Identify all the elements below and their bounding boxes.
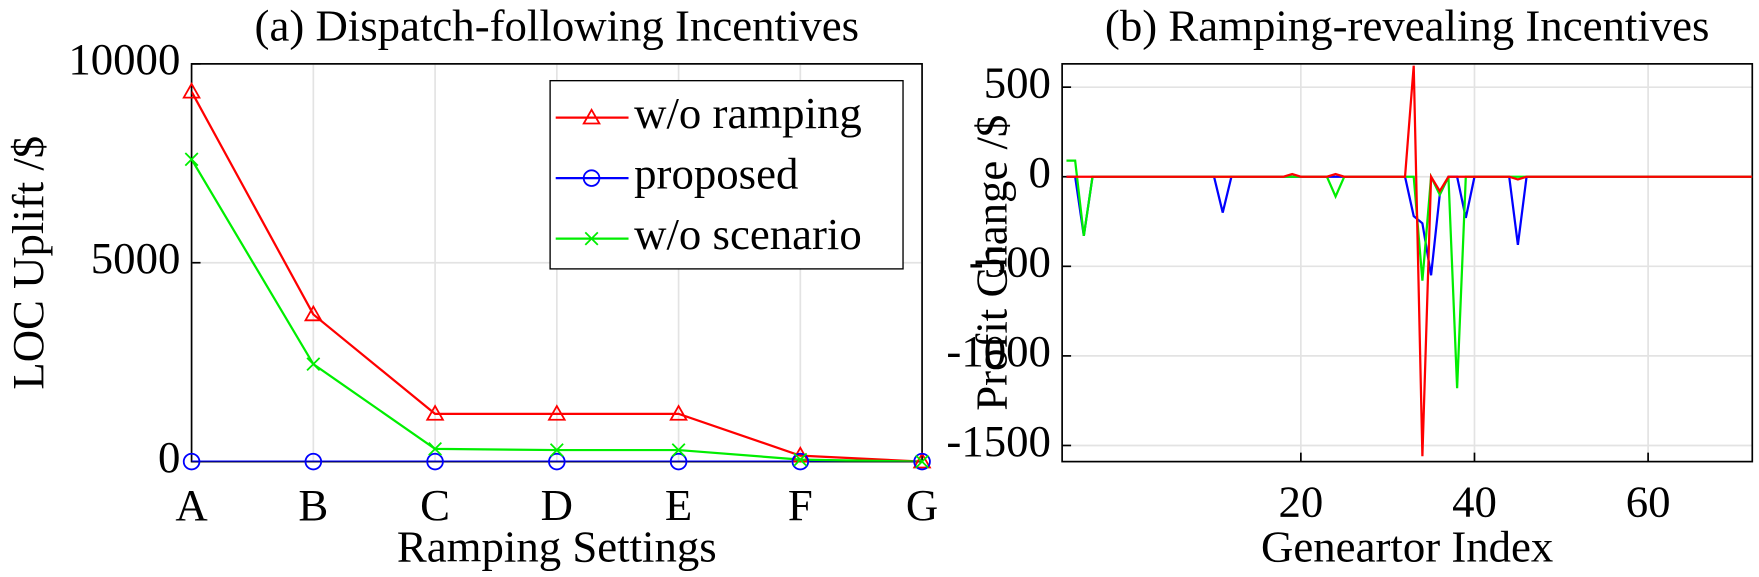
- marker: [182, 452, 201, 471]
- x-tick-label: G: [906, 480, 938, 530]
- marker: [306, 357, 321, 372]
- marker: [549, 443, 564, 457]
- y-tick-label: -1500: [946, 416, 1051, 466]
- marker: [915, 454, 929, 469]
- marker: [793, 452, 808, 467]
- marker: [547, 404, 567, 421]
- marker: [912, 451, 932, 469]
- y-tick-label: 500: [984, 57, 1051, 107]
- y-tick-label: -1000: [946, 326, 1051, 376]
- axes-box: [1061, 63, 1754, 463]
- chart-title: (b) Ramping-revealing Incentives: [1105, 1, 1710, 51]
- x-tick-label: E: [665, 480, 692, 530]
- marker: [913, 452, 931, 471]
- marker: [184, 152, 199, 167]
- x-axis-label: Geneartor Index: [1261, 522, 1553, 572]
- y-axis-label: Profit Change /$: [966, 115, 1016, 411]
- legend-marker: [582, 169, 601, 187]
- x-tick-label: A: [175, 480, 208, 530]
- x-tick-label: C: [420, 480, 450, 530]
- y-tick-label: 10000: [68, 34, 180, 84]
- marker: [425, 404, 445, 421]
- marker: [671, 443, 686, 457]
- marker: [182, 82, 201, 99]
- marker: [669, 404, 688, 421]
- x-tick-label: 40: [1452, 477, 1497, 527]
- x-tick-label: D: [541, 480, 573, 530]
- series-line: [191, 91, 923, 462]
- chart-title: (a) Dispatch-following Incentives: [255, 1, 860, 51]
- marker: [791, 452, 810, 471]
- x-axis-label: Ramping Settings: [397, 522, 717, 572]
- x-tick-label: 60: [1626, 477, 1671, 527]
- series-line: [1066, 65, 1753, 457]
- plot-area: [1066, 65, 1753, 457]
- marker: [548, 452, 566, 471]
- y-tick-label: 0: [1029, 147, 1051, 197]
- x-tick-label: F: [788, 480, 813, 530]
- marker: [303, 304, 323, 322]
- legend-label: proposed: [634, 148, 798, 198]
- marker: [426, 452, 444, 471]
- legend-label: w/o ramping: [634, 88, 862, 138]
- legend-label: w/o scenario: [634, 209, 862, 259]
- y-tick-label: 5000: [91, 233, 181, 283]
- marker: [304, 452, 323, 471]
- x-tick-label: B: [298, 480, 328, 530]
- y-tick-label: 0: [158, 432, 180, 482]
- legend-marker: [584, 231, 599, 246]
- x-tick-label: 20: [1278, 477, 1323, 527]
- y-tick-label: -500: [969, 237, 1051, 287]
- y-axis-label: LOC Uplift /$: [3, 136, 53, 390]
- marker: [669, 452, 688, 471]
- legend-marker: [582, 107, 601, 125]
- marker: [428, 441, 442, 456]
